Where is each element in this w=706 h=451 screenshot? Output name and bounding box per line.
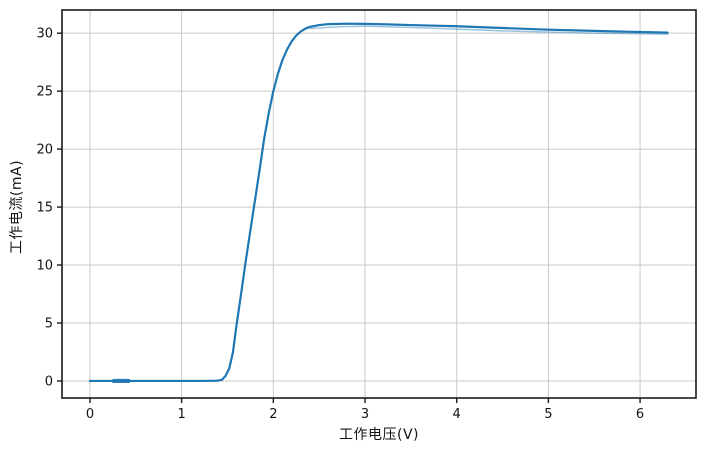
y-tick-label: 30 (36, 27, 53, 42)
x-tick-label: 1 (178, 407, 186, 422)
x-tick-label: 6 (636, 407, 644, 422)
series-iv-curve-faint-overlap (309, 25, 669, 36)
y-tick-label: 20 (36, 143, 53, 158)
y-tick-label: 25 (36, 85, 53, 100)
x-axis-label: 工作电压(V) (338, 427, 419, 443)
x-tick-label: 4 (453, 407, 461, 422)
y-axis-label: 工作电流(mA) (9, 159, 25, 255)
x-tick-label: 5 (544, 407, 552, 422)
y-tick-label: 0 (45, 374, 53, 389)
series-iv-curve-main (88, 22, 669, 383)
x-tick-label: 3 (361, 407, 369, 422)
x-tick-label: 0 (86, 407, 94, 422)
x-tick-label: 2 (269, 407, 277, 422)
y-tick-label: 5 (45, 316, 53, 331)
y-tick-label: 10 (36, 259, 53, 274)
axes-frame (61, 9, 697, 399)
y-tick-label: 15 (36, 201, 53, 216)
